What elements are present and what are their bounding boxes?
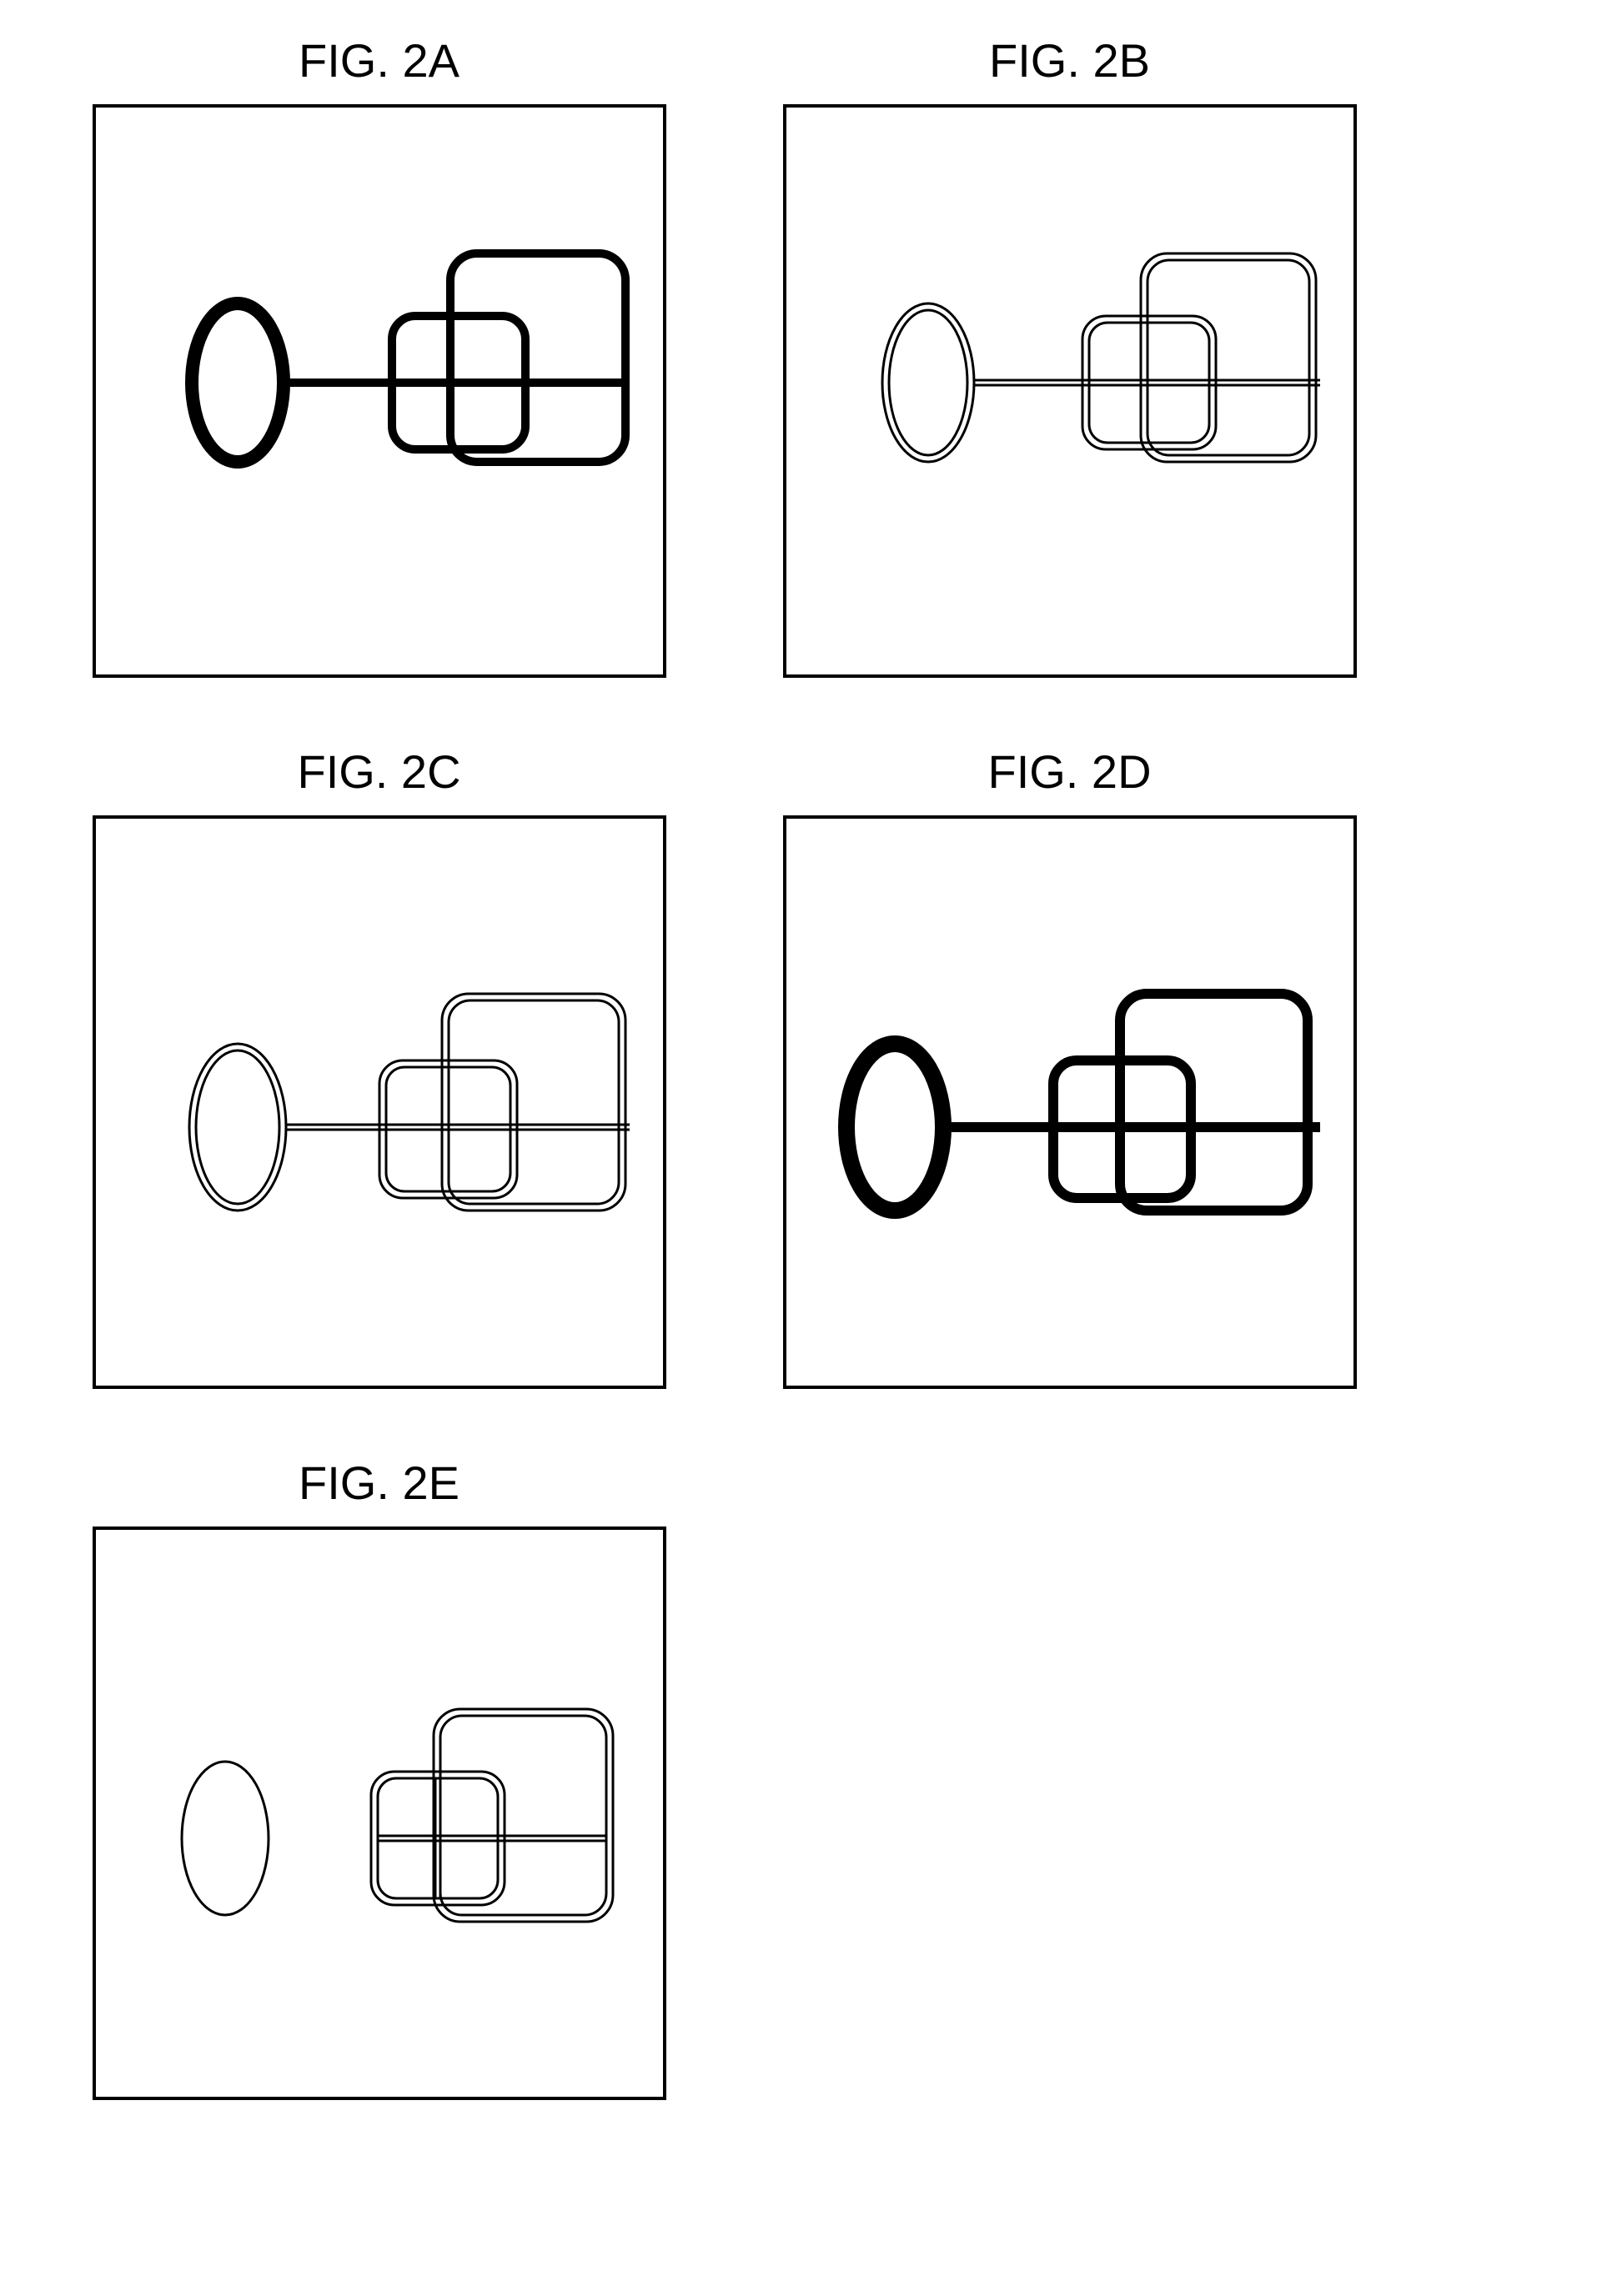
figure-2d-label: FIG. 2D [987,744,1151,799]
fig2c-large-rect-outer [442,994,625,1211]
fig2e-large-rect-inner [440,1716,606,1915]
fig2b-ellipse-inner [889,310,967,455]
figure-2d-svg [786,819,1353,1386]
fig2c-ellipse-outer [189,1044,286,1211]
fig2b-large-rect-outer [1141,253,1316,462]
figure-2e-box [93,1526,666,2100]
figure-2a-svg [96,108,663,674]
figure-2b-box [783,104,1357,678]
fig2b-large-rect-inner [1148,260,1309,455]
figure-2e-svg [96,1530,663,2097]
figure-2c: FIG. 2C [93,744,666,1389]
figure-2c-label: FIG. 2C [297,744,460,799]
figure-2c-box [93,815,666,1389]
figure-grid: FIG. 2A FIG. 2B [93,33,1510,2100]
fig2e-ellipse [182,1762,269,1915]
fig2d-ellipse [846,1044,943,1211]
fig2a-large-rect [450,253,625,462]
fig2c-large-rect-inner [449,1000,619,1204]
fig2e-small-rect-outer [371,1772,505,1905]
figure-2e: FIG. 2E [93,1456,666,2100]
figure-2b: FIG. 2B [783,33,1357,678]
figure-2a-box [93,104,666,678]
fig2e-small-rect-inner [378,1778,498,1898]
fig2b-small-rect-outer [1082,316,1216,449]
figure-2d: FIG. 2D [783,744,1357,1389]
figure-2c-svg [96,819,663,1386]
figure-2e-label: FIG. 2E [299,1456,460,1510]
fig2b-ellipse-outer [882,303,974,462]
figure-2b-svg [786,108,1353,674]
figure-2a-label: FIG. 2A [299,33,460,88]
figure-2a: FIG. 2A [93,33,666,678]
fig2b-small-rect-inner [1089,323,1209,443]
fig2c-ellipse-inner [196,1050,279,1204]
fig2e-large-rect-outer [434,1709,613,1922]
figure-2d-box [783,815,1357,1389]
fig2d-large-rect [1120,994,1308,1211]
fig2a-ellipse [192,303,284,462]
figure-2b-label: FIG. 2B [989,33,1150,88]
